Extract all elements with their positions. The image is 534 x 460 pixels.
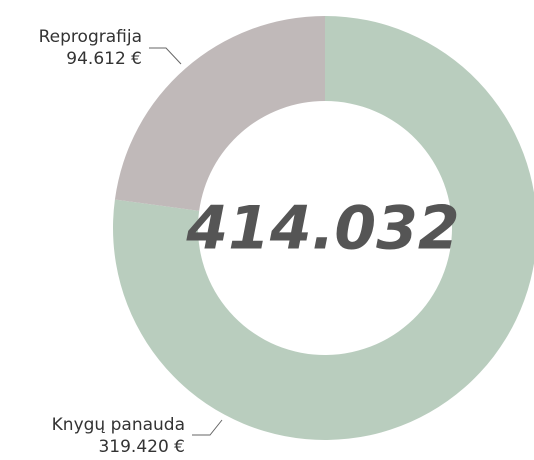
slice-value-label: 94.612 € [66,49,142,69]
leader-line [149,47,182,65]
slice-label: Reprografija [39,27,142,47]
center-total: 414.032 [185,194,459,264]
slice-value-label: 319.420 € [98,437,185,457]
leader-line [192,419,223,436]
slice-label: Knygų panauda [52,415,185,435]
donut-slice [113,16,534,440]
slices [113,16,534,440]
donut-slice [114,16,325,211]
